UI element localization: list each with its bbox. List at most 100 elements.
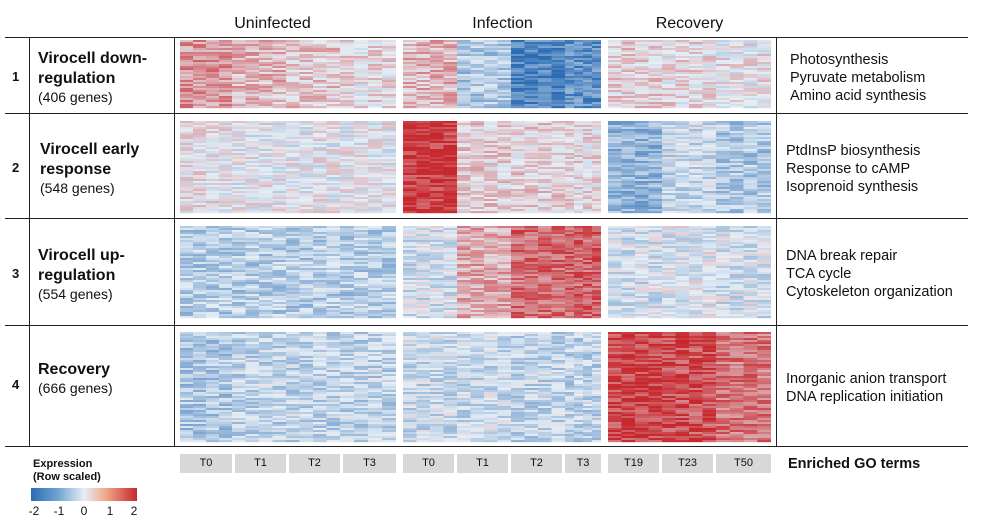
- heatmap-cell: [592, 151, 601, 154]
- heatmap-cell: [368, 278, 383, 281]
- heatmap-cell: [219, 434, 233, 437]
- heatmap-cell: [180, 44, 194, 47]
- heatmap-cell: [354, 404, 369, 407]
- heatmap-cell: [286, 408, 300, 411]
- heatmap-cell: [272, 88, 287, 91]
- heatmap-cell: [180, 137, 194, 140]
- heatmap-cell: [368, 438, 383, 441]
- heatmap-cell: [313, 195, 327, 198]
- heatmap-cell: [232, 388, 246, 391]
- heatmap-cell: [313, 264, 327, 267]
- heatmap-cell: [403, 167, 417, 170]
- heatmap-cell: [232, 139, 246, 142]
- heatmap-cell: [354, 306, 369, 309]
- heatmap-cell: [416, 209, 431, 212]
- heatmap-cell: [232, 262, 246, 265]
- heatmap-cell: [551, 60, 566, 63]
- heatmap-cell: [232, 424, 246, 427]
- heatmap-cell: [565, 52, 575, 55]
- heatmap-cell: [382, 106, 396, 109]
- heatmap-cell: [430, 76, 444, 79]
- heatmap-cell: [180, 340, 194, 343]
- heatmap-cell: [259, 96, 273, 99]
- heatmap-cell: [206, 199, 220, 202]
- heatmap-cell: [592, 280, 601, 283]
- heatmap-cell: [286, 302, 300, 305]
- heatmap-cell: [299, 300, 314, 303]
- heatmap-cell: [551, 175, 566, 178]
- heatmap-cell: [538, 183, 552, 186]
- heatmap-cell: [574, 62, 584, 65]
- heatmap-cell: [259, 312, 273, 315]
- heatmap-cell: [538, 90, 552, 93]
- heatmap-cell: [313, 68, 327, 71]
- heatmap-cell: [403, 422, 417, 425]
- heatmap-cell: [484, 199, 498, 202]
- heatmap-cell: [259, 252, 273, 255]
- heatmap-cell: [565, 316, 575, 319]
- heatmap-cell: [286, 228, 300, 231]
- heatmap-cell: [382, 378, 396, 381]
- heatmap-cell: [313, 308, 327, 311]
- heatmap-cell: [180, 80, 194, 83]
- heatmap-cell: [403, 286, 417, 289]
- heatmap-cell: [340, 211, 355, 214]
- heatmap-cell: [574, 147, 584, 150]
- heatmap-cell: [340, 416, 355, 419]
- heatmap-cell: [382, 183, 396, 186]
- heatmap-cell: [259, 84, 273, 87]
- heatmap-cell: [565, 252, 575, 255]
- heatmap-cell: [232, 396, 246, 399]
- heatmap-cell: [245, 332, 260, 335]
- heatmap-cell: [592, 66, 601, 69]
- heatmap-cell: [457, 308, 471, 311]
- heatmap-cell: [299, 48, 314, 51]
- heatmap-cell: [368, 153, 383, 156]
- heatmap-cell: [524, 155, 539, 158]
- heatmap-cell: [443, 66, 458, 69]
- heatmap-cell: [497, 100, 512, 103]
- heatmap-cell: [524, 290, 539, 293]
- heatmap-cell: [193, 282, 207, 285]
- heatmap-cell: [245, 400, 260, 403]
- heatmap-cell: [299, 344, 314, 347]
- heatmap-cell: [574, 258, 584, 261]
- heatmap-cell: [497, 123, 512, 126]
- heatmap-cell: [583, 264, 593, 267]
- heatmap-cell: [219, 374, 233, 377]
- heatmap-cell: [245, 50, 260, 53]
- heatmap-cell: [354, 42, 369, 45]
- heatmap-cell: [193, 400, 207, 403]
- heatmap-cell: [511, 306, 525, 309]
- heatmap-cell: [272, 66, 287, 69]
- heatmap-cell: [193, 336, 207, 339]
- heatmap-cell: [430, 121, 444, 124]
- heatmap-cell: [354, 434, 369, 437]
- heatmap-cell: [272, 183, 287, 186]
- heatmap-cell: [457, 139, 471, 142]
- heatmap-cell: [368, 159, 383, 162]
- heatmap-cell: [313, 62, 327, 65]
- heatmap-cell: [206, 179, 220, 182]
- heatmap-cell: [416, 44, 431, 47]
- heatmap-cell: [443, 232, 458, 235]
- heatmap-cell: [232, 58, 246, 61]
- heatmap-cell: [497, 286, 512, 289]
- heatmap-cell: [583, 272, 593, 275]
- heatmap-cell: [583, 256, 593, 259]
- heatmap-cell: [538, 262, 552, 265]
- heatmap-cell: [382, 40, 396, 43]
- heatmap-cell: [574, 60, 584, 63]
- heatmap-cell: [219, 394, 233, 397]
- heatmap-cell: [286, 338, 300, 341]
- heatmap-cell: [430, 256, 444, 259]
- heatmap-cell: [259, 400, 273, 403]
- heatmap-cell: [368, 390, 383, 393]
- heatmap-cell: [538, 175, 552, 178]
- heatmap-cell: [180, 440, 194, 443]
- divider-1: [5, 113, 968, 114]
- heatmap-cell: [484, 256, 498, 259]
- heatmap-cell: [219, 58, 233, 61]
- heatmap-cell: [326, 46, 341, 49]
- heatmap-cell: [326, 276, 341, 279]
